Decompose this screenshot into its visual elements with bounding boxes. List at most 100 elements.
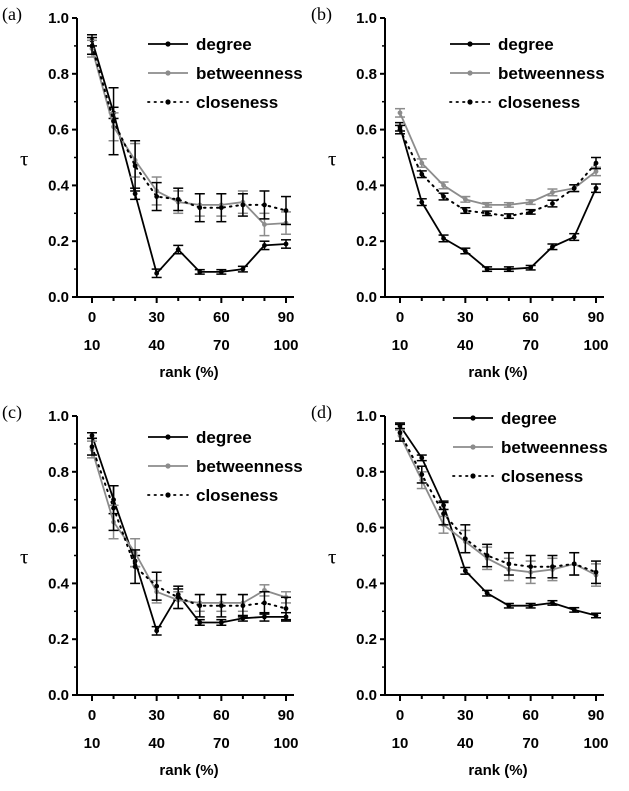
- x-tick-label-top: 60: [213, 309, 230, 326]
- y-tick-label: 0.6: [48, 520, 69, 537]
- series-line-betweenness: [91, 449, 287, 604]
- data-point: [111, 505, 116, 511]
- x-axis-title: rank (%): [159, 364, 218, 381]
- x-tick-label-bottom: 100: [273, 337, 298, 354]
- data-point: [283, 241, 289, 247]
- data-point: [528, 603, 534, 609]
- data-point: [528, 265, 534, 271]
- legend-marker: [165, 492, 171, 498]
- legend-marker: [165, 434, 171, 440]
- data-point: [441, 183, 446, 188]
- series-closeness: [87, 36, 291, 226]
- x-tick-label-bottom: 100: [583, 337, 608, 354]
- data-point: [441, 236, 446, 241]
- x-tick-label-bottom: 70: [522, 735, 539, 752]
- data-point: [154, 270, 160, 276]
- data-point: [397, 110, 403, 116]
- data-point: [571, 185, 577, 191]
- legend-label-degree: degree: [196, 35, 252, 54]
- data-point: [462, 568, 468, 574]
- series-line-degree: [91, 435, 286, 634]
- data-point: [262, 600, 267, 606]
- data-point: [550, 189, 555, 195]
- y-tick-label: 0.2: [356, 631, 377, 648]
- series-line-closeness: [399, 431, 597, 574]
- legend-label-betweenness: betweenness: [501, 438, 608, 457]
- legend-marker: [470, 415, 476, 421]
- data-point: [154, 194, 160, 199]
- y-tick-label: 1.0: [48, 408, 69, 425]
- data-point: [506, 266, 512, 272]
- x-tick-label-top: 90: [588, 309, 605, 326]
- data-point: [218, 603, 224, 609]
- data-point: [262, 202, 267, 208]
- x-axis-title: rank (%): [468, 762, 527, 779]
- data-point: [175, 247, 181, 252]
- data-point: [419, 472, 425, 477]
- data-point: [397, 127, 403, 132]
- legend-label-betweenness: betweenness: [498, 64, 605, 83]
- x-tick-label-top: 90: [278, 707, 295, 724]
- data-point: [419, 171, 425, 177]
- panel-label: (c): [2, 402, 22, 423]
- legend-label-betweenness: betweenness: [196, 457, 303, 476]
- legend-label-closeness: closeness: [501, 467, 583, 486]
- series-line-degree: [399, 126, 597, 271]
- data-point: [484, 210, 490, 216]
- data-point: [550, 564, 555, 570]
- data-point: [397, 430, 403, 436]
- chart-panel-4: (d) 0.0 0.2 0.4 0.6 0.8 1.0 0 10 30 40 60 70 90 100 ran…: [311, 402, 609, 779]
- legend-label-degree: degree: [196, 428, 252, 447]
- legend-label-degree: degree: [498, 35, 554, 54]
- data-point: [419, 160, 425, 166]
- y-tick-label: 0.4: [356, 575, 378, 592]
- data-point: [283, 606, 289, 611]
- data-point: [262, 614, 267, 620]
- legend-marker: [470, 473, 476, 479]
- data-point: [550, 244, 555, 250]
- y-tick-label: 0.8: [48, 66, 69, 83]
- legend: degree betweenness closeness: [449, 35, 605, 112]
- data-point: [175, 594, 181, 600]
- series-line-closeness: [399, 128, 597, 218]
- data-point: [175, 196, 181, 202]
- series-line-degree: [91, 40, 287, 276]
- data-point: [218, 620, 224, 625]
- legend: degree betweenness closeness: [147, 428, 303, 505]
- data-point: [441, 194, 446, 199]
- data-point: [571, 607, 577, 613]
- series-betweenness: [395, 107, 601, 208]
- data-point: [441, 511, 446, 517]
- data-point: [89, 43, 95, 49]
- legend-marker: [165, 463, 171, 469]
- x-tick-label-bottom: 70: [522, 337, 539, 354]
- data-point: [262, 242, 267, 248]
- legend-marker: [165, 70, 171, 76]
- x-tick-label-top: 0: [396, 707, 404, 724]
- data-point: [240, 603, 246, 609]
- data-point: [484, 590, 490, 596]
- data-point: [484, 202, 490, 208]
- y-axis-title: τ: [20, 545, 28, 569]
- y-tick-label: 0.0: [356, 687, 377, 704]
- series-closeness: [395, 124, 601, 220]
- data-point: [197, 205, 203, 211]
- y-axis-title: τ: [328, 545, 336, 569]
- data-point: [197, 603, 203, 609]
- data-point: [593, 613, 599, 618]
- y-tick-label: 0.6: [356, 122, 377, 139]
- x-tick-label-bottom: 70: [213, 735, 230, 752]
- panel-label: (b): [311, 4, 332, 25]
- series-closeness: [87, 437, 291, 621]
- data-point: [111, 118, 116, 124]
- x-tick-label-top: 0: [396, 309, 404, 326]
- data-point: [89, 433, 95, 438]
- data-point: [528, 564, 534, 570]
- x-tick-label-top: 60: [213, 707, 230, 724]
- legend-marker: [165, 99, 171, 105]
- x-tick-label-bottom: 100: [583, 735, 608, 752]
- data-point: [484, 266, 490, 272]
- data-point: [506, 213, 512, 219]
- y-tick-label: 0.0: [48, 289, 69, 306]
- y-tick-label: 0.2: [48, 233, 69, 250]
